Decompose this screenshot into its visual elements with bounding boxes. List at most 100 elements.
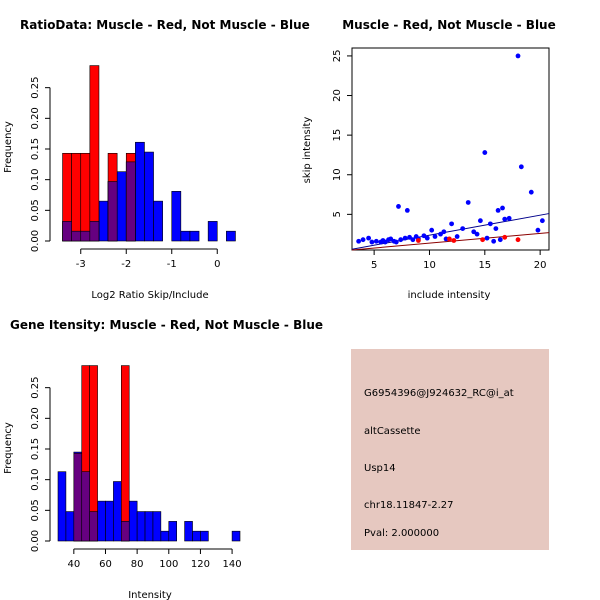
ratio-bar-overlap (89, 221, 100, 242)
intensity-bar-not-muscle (105, 500, 114, 542)
intensity-bar-not-muscle (128, 500, 138, 542)
scatter-point-muscle (515, 237, 521, 243)
intensity-bar-muscle (121, 365, 130, 542)
ratio-bar-not-muscle (153, 200, 163, 242)
ratio-bar-muscle (80, 152, 91, 242)
ratio-histogram-xlabel: Log2 Ratio Skip/Include (91, 290, 208, 301)
scatter-x-tick-label: 20 (534, 260, 547, 271)
intensity-x-tick-label: 60 (99, 559, 112, 570)
scatter-point-not-muscle (410, 237, 416, 243)
intensity-bar-overlap (89, 511, 98, 542)
ratio-bar-not-muscle (189, 230, 200, 242)
ratio-x-tick-label: -2 (121, 259, 131, 270)
scatter-point-not-muscle (398, 237, 404, 243)
scatter-point-not-muscle (369, 239, 375, 245)
ratio-bar-overlap (62, 221, 72, 242)
scatter-point-not-muscle (495, 207, 501, 213)
scatter-point-not-muscle (356, 238, 362, 244)
scatter-point-not-muscle (482, 150, 488, 155)
scatter-point-not-muscle (460, 226, 466, 232)
scatter-point-not-muscle (393, 239, 399, 245)
intensity-x-tick-label: 100 (159, 559, 178, 570)
intensity-y-tick-label: 0.25 (30, 377, 41, 399)
scatter-xlabel: include intensity (408, 290, 491, 301)
scatter-point-not-muscle (388, 236, 394, 242)
scatter-plot-box (351, 47, 550, 251)
ratio-histogram-bars (62, 65, 236, 242)
scatter-point-not-muscle (506, 215, 512, 221)
info-location: chr18.11847-2.27 (364, 500, 454, 511)
scatter-point-not-muscle (484, 235, 490, 241)
ratio-histogram-panel: RatioData: Muscle - Red, Not Muscle - Bl… (3, 18, 310, 301)
intensity-histogram-title: Gene Itensity: Muscle - Red, Not Muscle … (10, 318, 323, 332)
info-probe-id: G6954396@J924632_RC@i_at (364, 388, 514, 399)
intensity-x-tick-label: 80 (131, 559, 144, 570)
scatter-panel: Muscle - Red, Not Muscle - Blue 5 10 15 20 … (302, 18, 556, 301)
scatter-point-not-muscle (396, 204, 401, 209)
info-gene-name: Usp14 (364, 463, 396, 474)
ratio-x-tick-label: 0 (214, 259, 220, 270)
info-box-panel: G6954396@J924632_RC@i_at altCassette Usp… (351, 349, 549, 550)
scatter-point-not-muscle (539, 218, 545, 224)
intensity-y-tick-label: 0.10 (30, 469, 41, 491)
scatter-point-muscle (502, 234, 508, 240)
scatter-point-not-muscle (500, 205, 505, 211)
intensity-bar-overlap (73, 452, 83, 542)
ratio-y-tick-label: 0.15 (30, 138, 41, 160)
ratio-bar-not-muscle (116, 171, 127, 242)
scatter-point-muscle (416, 238, 421, 243)
ratio-histogram-x-axis: -3 -2 -1 0 (76, 248, 220, 270)
intensity-bar-not-muscle (184, 521, 193, 542)
scatter-ylabel: skip intensity (302, 117, 313, 184)
ratio-x-tick-label: -1 (167, 259, 177, 270)
ratio-histogram-y-axis: 0.00 0.05 0.10 0.15 0.20 0.25 (30, 77, 51, 252)
scatter-x-tick-label: 5 (371, 260, 377, 271)
scatter-point-not-muscle (515, 53, 521, 59)
intensity-bar-not-muscle (65, 511, 75, 542)
scatter-point-not-muscle (502, 216, 508, 222)
scatter-point-not-muscle (477, 218, 483, 224)
ratio-histogram-title: RatioData: Muscle - Red, Not Muscle - Bl… (20, 18, 310, 32)
intensity-bar-not-muscle (168, 521, 177, 542)
scatter-point-not-muscle (528, 189, 534, 195)
ratio-bar-not-muscle (207, 221, 218, 242)
intensity-bar-not-muscle (113, 481, 122, 542)
ratio-bar-overlap (107, 181, 118, 242)
intensity-bar-not-muscle (97, 500, 106, 542)
scatter-point-not-muscle (518, 164, 524, 170)
intensity-histogram-ylabel: Frequency (3, 422, 14, 474)
ratio-bar-overlap (71, 230, 82, 242)
intensity-bar-overlap (121, 521, 130, 542)
scatter-point-not-muscle (487, 221, 493, 227)
ratio-y-tick-label: 0.10 (30, 169, 41, 191)
ratio-y-tick-label: 0.20 (30, 107, 41, 129)
scatter-point-not-muscle (424, 235, 430, 241)
scatter-fit-lines (351, 213, 550, 251)
scatter-title: Muscle - Red, Not Muscle - Blue (342, 18, 556, 32)
fit-line-muscle (351, 232, 550, 251)
intensity-y-tick-label: 0.05 (30, 499, 41, 521)
scatter-point-not-muscle (471, 229, 477, 235)
scatter-point-not-muscle (465, 200, 471, 205)
ratio-x-tick-label: -3 (76, 259, 86, 270)
scatter-y-tick-label: 20 (332, 89, 343, 102)
scatter-point-muscle (451, 238, 457, 243)
intensity-y-tick-label: 0.15 (30, 438, 41, 460)
scatter-y-tick-label: 10 (332, 168, 343, 181)
ratio-bar-muscle (89, 65, 100, 242)
ratio-bar-muscle (71, 152, 82, 242)
scatter-y-tick-label: 25 (332, 50, 343, 63)
scatter-point-not-muscle (429, 227, 435, 233)
intensity-y-tick-label: 0.00 (30, 530, 41, 552)
intensity-bar-not-muscle (200, 530, 209, 542)
intensity-bar-not-muscle (192, 530, 201, 542)
scatter-point-not-muscle (497, 237, 503, 243)
scatter-point-not-muscle (491, 238, 497, 244)
ratio-bar-overlap (125, 161, 136, 242)
scatter-point-muscle (480, 237, 485, 243)
info-pval: Pval: 2.000000 (364, 528, 439, 539)
scatter-y-tick-label: 15 (332, 129, 343, 142)
intensity-x-tick-label: 40 (67, 559, 80, 570)
intensity-histogram-bars (57, 365, 241, 542)
